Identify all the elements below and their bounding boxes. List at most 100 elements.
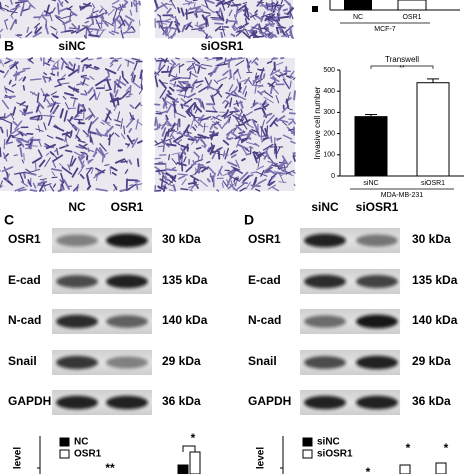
cell: [77, 139, 86, 144]
cell: [89, 135, 93, 143]
cell: [13, 171, 26, 175]
band: [56, 314, 98, 329]
cell: [265, 17, 273, 23]
cell: [255, 57, 259, 61]
cell: [71, 23, 81, 33]
cell: [160, 138, 170, 148]
cell: [203, 122, 206, 133]
cell: [249, 130, 254, 133]
significance-bracket: [370, 65, 434, 69]
cell: [200, 63, 213, 67]
cell: [207, 7, 214, 13]
cell: [72, 124, 80, 130]
cell: [135, 183, 139, 190]
cell: [161, 18, 172, 23]
cell: [221, 111, 229, 118]
cell: [70, 157, 77, 167]
cell: [35, 104, 41, 113]
cell: [278, 181, 287, 183]
cell: [235, 100, 239, 107]
cell: [220, 10, 225, 22]
cell: [215, 58, 223, 61]
cell: [117, 6, 127, 9]
cell: [113, 119, 122, 123]
cell: [3, 138, 6, 150]
cell: [275, 171, 286, 175]
cell: [249, 29, 254, 34]
cell: [139, 104, 143, 107]
cell: [189, 70, 192, 80]
cell: [87, 58, 94, 61]
cell: [193, 80, 204, 84]
cell: [77, 164, 85, 175]
cell: [282, 134, 293, 140]
cell: [10, 7, 18, 16]
cell: [59, 179, 64, 184]
cell: [77, 103, 86, 109]
cell: [242, 174, 251, 183]
cell: [205, 14, 211, 18]
cell: [168, 20, 173, 29]
cell: [244, 28, 250, 36]
cell: [111, 30, 120, 35]
cell: [92, 10, 99, 14]
cell: [222, 99, 227, 104]
cell: [63, 29, 74, 33]
cell: [189, 174, 200, 182]
cell: [269, 69, 281, 76]
cell: [289, 26, 294, 39]
cell: [9, 61, 19, 70]
x-tick-label: siNC: [363, 180, 378, 187]
legend-label: siOSR1: [317, 449, 353, 460]
cell: [139, 20, 141, 26]
cell: [163, 100, 168, 109]
cell: [61, 166, 73, 175]
band: [56, 275, 98, 288]
cell: [244, 111, 254, 117]
cell: [201, 14, 206, 21]
cell: [90, 167, 94, 174]
cell: [114, 57, 123, 60]
cell: [167, 177, 177, 186]
cell: [154, 75, 159, 88]
cell: [247, 134, 252, 140]
cell: [258, 84, 264, 88]
cell: [204, 0, 215, 4]
image-label: siNC: [58, 39, 86, 53]
cell: [176, 84, 185, 90]
cell: [63, 179, 70, 190]
cell: [112, 99, 116, 108]
cell: [254, 61, 259, 66]
cell: [178, 93, 189, 98]
cell: [224, 57, 237, 62]
cell: [84, 20, 90, 24]
cell: [245, 123, 254, 129]
cell: [269, 14, 272, 20]
cell: [95, 188, 108, 192]
cell: [190, 118, 195, 129]
cell: [154, 57, 158, 63]
cell: [43, 114, 55, 118]
group-label: MCF-7: [374, 26, 395, 33]
cell: [36, 92, 40, 103]
cell: [17, 138, 25, 147]
cell: [8, 61, 18, 67]
cell: [227, 170, 236, 176]
cell: [268, 34, 274, 39]
cell: [192, 57, 201, 65]
cell: [171, 135, 176, 140]
cell: [217, 8, 221, 17]
cell: [136, 158, 140, 168]
cell: [226, 129, 233, 139]
cell: [241, 146, 247, 155]
cell: [246, 60, 252, 67]
cell: [166, 104, 173, 114]
cell: [42, 75, 47, 84]
size-label: 135 kDa: [412, 273, 458, 287]
cell: [120, 160, 128, 163]
cell: [104, 164, 110, 166]
cell: [182, 86, 193, 89]
cell: [235, 6, 239, 18]
cell: [90, 117, 99, 126]
cell: [134, 102, 141, 110]
